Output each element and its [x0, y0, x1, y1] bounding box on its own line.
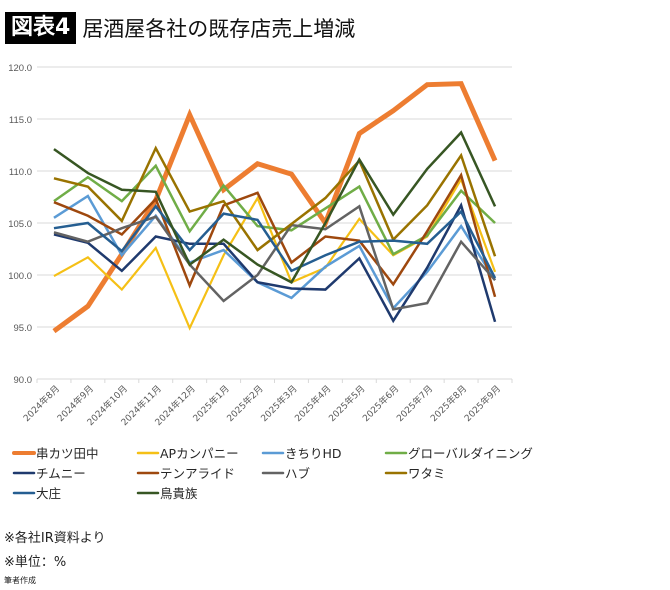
legend-label: 串カツ田中 [36, 446, 99, 461]
author-note: 筆者作成 [4, 576, 36, 585]
series-line [53, 130, 497, 284]
series-line [52, 81, 498, 334]
series-line [53, 202, 497, 324]
legend-label: APカンパニー [160, 446, 239, 461]
series-line [53, 204, 496, 311]
legend-label: グローバルダイニング [408, 446, 533, 461]
legend-label: チムニー [36, 466, 86, 481]
legend-label: テンアライド [160, 466, 235, 481]
legend-label: ワタミ [408, 466, 446, 481]
figure-number-badge: 図表4 [5, 12, 77, 44]
legend-label: きちりHD [285, 446, 342, 461]
legend-label: 鳥貴族 [160, 486, 198, 501]
y-tick-label: 100.0 [8, 271, 32, 282]
unit-note: ※単位：% [4, 555, 67, 570]
y-tick-label: 90.0 [14, 375, 33, 386]
y-tick-label: 120.0 [8, 63, 32, 74]
chart-title: 居酒屋各社の既存店売上増減 [82, 17, 356, 41]
x-tick-label: 2025年9月 [462, 383, 503, 424]
legend-label: ハブ [285, 466, 311, 481]
series-line [53, 204, 497, 279]
y-tick-label: 110.0 [9, 167, 32, 178]
y-tick-label: 95.0 [14, 323, 33, 334]
figure-header: 図表4 居酒屋各社の既存店売上増減 [5, 12, 355, 44]
series-line [53, 145, 497, 257]
y-tick-label: 105.0 [8, 219, 32, 230]
legend-label: 大庄 [36, 486, 61, 501]
line-chart: 90.095.0100.0105.0110.0115.0120.02024年8月… [8, 63, 533, 501]
series-line [53, 172, 497, 298]
source-note: ※各社IR資料より [4, 531, 106, 546]
y-tick-label: 115.0 [9, 115, 32, 126]
